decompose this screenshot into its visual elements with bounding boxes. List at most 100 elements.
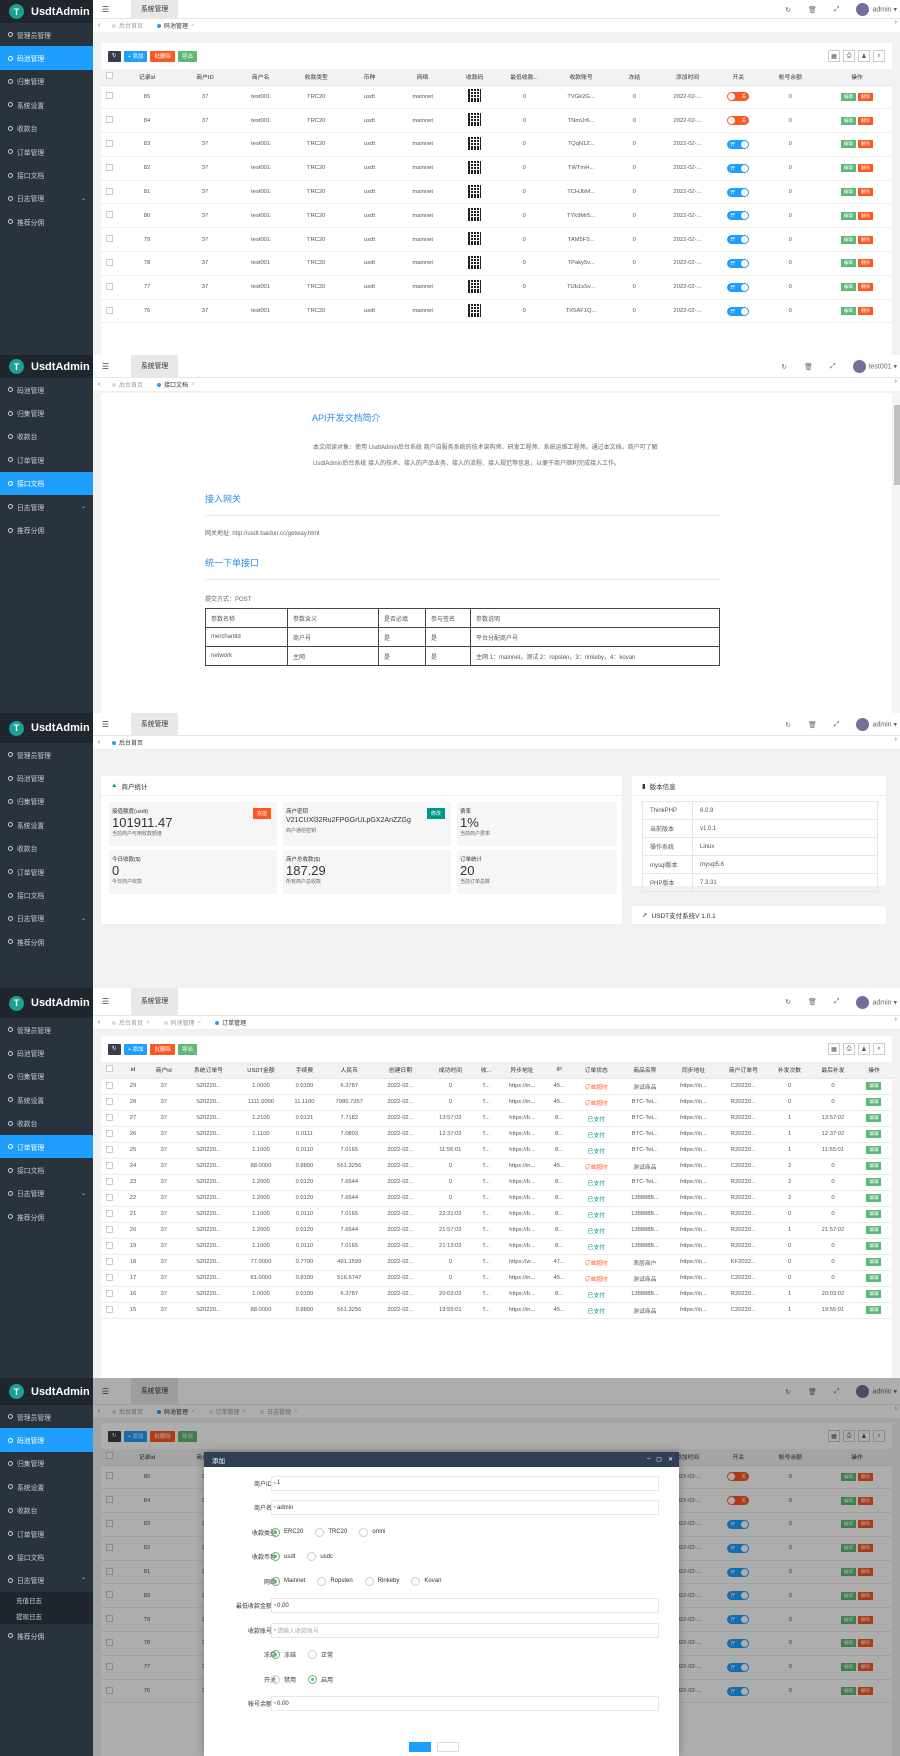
top-tab-system[interactable]: 系统管理 (131, 0, 179, 19)
sidebar-item[interactable]: 收款台 (0, 425, 93, 448)
qr-code-icon[interactable] (451, 180, 498, 205)
clear-icon[interactable]: 🗑 (807, 6, 817, 14)
close-icon[interactable]: × (242, 1408, 247, 1415)
batch-delete-button[interactable]: 批删除 (150, 1043, 175, 1055)
menu-toggle-icon[interactable]: ☰ (101, 4, 110, 14)
edit-button[interactable]: 编辑 (866, 1242, 882, 1250)
row-checkbox[interactable] (101, 1206, 119, 1223)
sidebar-item[interactable]: 系统设置 (0, 1475, 93, 1498)
status-toggle[interactable]: 开 (717, 1583, 759, 1609)
status-toggle[interactable]: 开 (717, 1607, 759, 1633)
user-menu[interactable]: admin ▾ (856, 1385, 897, 1398)
qr-code-icon[interactable] (451, 108, 498, 134)
edit-button[interactable]: 编辑 (840, 283, 856, 292)
edit-button[interactable]: 编辑 (866, 1306, 882, 1314)
sidebar-item[interactable]: 日志管理 ⌄ (0, 907, 93, 930)
sidebar-item[interactable]: 日志管理 ⌄ (0, 187, 93, 210)
sidebar-item[interactable]: 推荐分佣 (0, 518, 93, 541)
tabs-left-icon[interactable]: ‹ (97, 381, 101, 388)
sidebar-item[interactable]: 接口文档 (0, 163, 93, 186)
columns-icon[interactable]: ▦ (828, 1043, 840, 1055)
radio-option[interactable]: omni (359, 1527, 385, 1537)
fullscreen-icon[interactable]: ⤢ (833, 1387, 840, 1395)
clear-icon[interactable]: 🗑 (807, 1388, 817, 1396)
modify-key-button[interactable]: 修改 (426, 808, 445, 819)
edit-button[interactable]: 编辑 (866, 1226, 882, 1234)
min-amount-input[interactable]: 0.00 (271, 1598, 659, 1614)
delete-button[interactable]: 删除 (857, 92, 873, 101)
status-toggle[interactable]: 关 (717, 1488, 759, 1514)
sidebar-item[interactable]: 日志管理 ⌄ (0, 495, 93, 518)
sidebar-item[interactable]: 归集管理 (0, 401, 93, 424)
balance-input[interactable]: 0.00 (271, 1696, 659, 1712)
row-checkbox[interactable] (101, 1142, 119, 1159)
row-checkbox[interactable] (101, 108, 118, 134)
qr-code-icon[interactable] (451, 275, 498, 300)
edit-button[interactable]: 编辑 (840, 1520, 856, 1529)
status-toggle[interactable]: 开 (717, 1655, 759, 1680)
clear-icon[interactable]: 🗑 (807, 721, 817, 729)
close-icon[interactable]: × (294, 1408, 298, 1415)
radio-option[interactable]: Kovan (411, 1576, 441, 1586)
radio-option[interactable]: usdt (271, 1552, 295, 1562)
delete-button[interactable]: 删除 (857, 1568, 873, 1577)
status-toggle[interactable]: 关 (717, 108, 759, 134)
qr-code-icon[interactable] (451, 85, 498, 110)
row-checkbox[interactable] (101, 1465, 118, 1490)
close-icon[interactable]: × (191, 22, 195, 29)
batch-delete-button[interactable]: 批删除 (150, 50, 175, 62)
edit-button[interactable]: 编辑 (840, 1639, 856, 1648)
account-input[interactable]: 请输入收款账号 (271, 1622, 659, 1638)
clear-icon[interactable]: 🗑 (807, 999, 817, 1006)
row-checkbox[interactable] (101, 299, 118, 324)
columns-icon[interactable]: ▦ (828, 1430, 840, 1442)
delete-button[interactable]: 删除 (857, 188, 873, 197)
row-checkbox[interactable] (101, 1270, 119, 1287)
sidebar-item[interactable]: 码池管理 (0, 1428, 93, 1452)
row-checkbox[interactable] (101, 132, 118, 157)
sidebar-item[interactable]: 订单管理 (0, 1522, 93, 1545)
status-toggle[interactable]: 开 (717, 1512, 759, 1537)
tab-order[interactable]: 订单管理 (208, 1018, 253, 1027)
search-icon[interactable]: ⌕ (873, 1043, 885, 1055)
sidebar-item[interactable]: 推荐分佣 (0, 210, 93, 233)
tab-home[interactable]: 后台首页 (105, 1407, 150, 1416)
delete-button[interactable]: 删除 (857, 1472, 873, 1481)
status-toggle[interactable]: 开 (717, 1631, 759, 1656)
sidebar-item[interactable]: 系统设置 (0, 813, 93, 836)
delete-button[interactable]: 删除 (857, 1663, 873, 1672)
radio-option[interactable]: Mainnet (271, 1576, 305, 1586)
sidebar-subitem[interactable]: 提现日志 (0, 1608, 93, 1625)
status-toggle[interactable]: 开 (717, 1536, 759, 1561)
sidebar-item[interactable]: 接口文档 (0, 883, 93, 906)
radio-option[interactable]: TRC20 (315, 1527, 347, 1537)
tabs-right-icon[interactable]: › (894, 1405, 897, 1412)
export-button[interactable]: 导出 (177, 50, 197, 62)
refresh-icon[interactable]: ↻ (785, 721, 791, 729)
row-checkbox[interactable] (101, 1126, 119, 1143)
sidebar-item[interactable]: 订单管理 (0, 140, 93, 163)
row-checkbox[interactable] (101, 1238, 119, 1255)
menu-toggle-icon[interactable]: ☰ (101, 719, 110, 729)
user-menu[interactable]: admin ▾ (856, 995, 897, 1009)
refresh-icon[interactable]: ↻ (785, 999, 791, 1006)
refresh-icon[interactable]: ↻ (785, 1388, 791, 1396)
top-tab-system[interactable]: 系统管理 (131, 988, 179, 1016)
close-icon[interactable]: × (191, 1408, 195, 1415)
radio-option[interactable]: usdc (307, 1552, 333, 1562)
close-icon[interactable]: × (146, 1019, 150, 1026)
edit-button[interactable]: 编辑 (840, 188, 856, 197)
edit-button[interactable]: 编辑 (840, 1544, 856, 1553)
edit-button[interactable]: 编辑 (866, 1194, 882, 1202)
refresh-icon[interactable]: ↻ (781, 363, 788, 371)
close-icon[interactable]: × (191, 381, 195, 388)
tab-pool[interactable]: 码池管理 × (157, 1018, 209, 1027)
row-checkbox[interactable] (101, 1110, 119, 1127)
tabs-left-icon[interactable]: ‹ (97, 1019, 101, 1026)
tabs-right-icon[interactable]: › (894, 19, 897, 26)
sidebar-item[interactable]: 订单管理 (0, 448, 93, 471)
row-checkbox[interactable] (101, 1607, 118, 1633)
tab-pool[interactable]: 码池管理 × (150, 1407, 202, 1416)
status-toggle[interactable]: 开 (717, 227, 759, 253)
sidebar-item[interactable]: 接口文档 (0, 1158, 93, 1181)
